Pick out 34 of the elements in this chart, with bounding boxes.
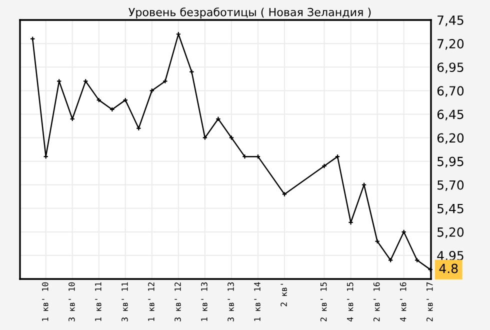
point [202, 135, 208, 140]
point [228, 135, 234, 140]
x-tick-label: 1 кв' 14 [254, 282, 260, 321]
x-tick-label: 2 кв' [280, 284, 287, 306]
x-tick-label: 3 кв' 10 [68, 282, 75, 322]
x-tick-label: 1 кв' 10 [42, 282, 48, 321]
y-tick-label: 7,20 [438, 39, 464, 50]
y-tick-label: 6,70 [437, 86, 464, 97]
x-tick-label: 1 кв' 13 [201, 282, 208, 321]
y-tick-label: 5,20 [438, 227, 464, 238]
x-tick-label: 3 кв' 13 [228, 282, 234, 322]
x-tick-label: 2 кв' 16 [373, 282, 380, 322]
x-tick-label: 1 кв' 12 [148, 282, 154, 321]
y-tick-label: 7,45 [438, 16, 464, 26]
x-tick-label: 3 кв' 11 [122, 282, 128, 322]
x-tick-label: 1 кв' 11 [95, 282, 102, 321]
x-tick-label: 4 кв' 15 [347, 282, 354, 322]
x-tick-label: 2 кв' 15 [320, 282, 327, 322]
y-tick-label: 6,45 [437, 110, 464, 120]
y-tick-label: 6,95 [437, 62, 464, 74]
y-tick-label: 6,20 [437, 133, 464, 144]
point [322, 163, 327, 169]
chart-title: Уровень безработицы ( Новая Зеландия ) [128, 8, 371, 18]
y-tick-label: 5,45 [438, 204, 464, 215]
point [374, 238, 380, 244]
point [162, 78, 168, 84]
x-tick-label: 2 кв' 17 [426, 282, 433, 322]
x-tick-label: 3 кв' 12 [174, 282, 181, 322]
point [282, 192, 288, 197]
annotation: 4.8 [439, 264, 458, 274]
point [189, 69, 194, 74]
y-tick-label: 5,95 [438, 156, 464, 168]
y-tick-label: 5,70 [438, 180, 464, 192]
x-tick-label: 4 кв' 16 [400, 282, 406, 322]
